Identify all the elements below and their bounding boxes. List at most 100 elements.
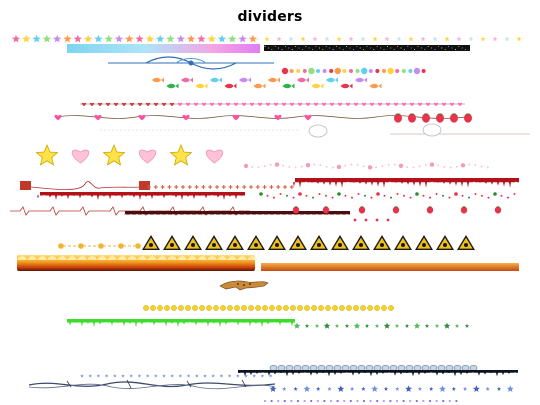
smiley-icon bbox=[185, 305, 191, 311]
heart-icon bbox=[369, 102, 375, 107]
star-icon bbox=[218, 34, 226, 43]
star-icon bbox=[135, 34, 144, 43]
smiley-icon bbox=[135, 243, 141, 249]
smiley-icon bbox=[255, 305, 261, 311]
heart-icon bbox=[281, 102, 287, 107]
heart-icon bbox=[209, 102, 215, 107]
heart-icon bbox=[217, 102, 223, 107]
fish-icon bbox=[326, 77, 338, 83]
star-icon bbox=[169, 143, 193, 166]
strawberry-icon bbox=[426, 206, 434, 214]
fish-icon bbox=[282, 83, 295, 89]
smiley-icon bbox=[388, 305, 394, 311]
smiley-icon bbox=[332, 305, 338, 311]
star-garland bbox=[12, 33, 260, 45]
smiley-icon bbox=[143, 305, 149, 311]
star-icon bbox=[166, 34, 175, 43]
smiley-icon bbox=[304, 305, 310, 311]
star-icon bbox=[228, 34, 237, 43]
heart-icon bbox=[304, 114, 312, 121]
blue-sparkle-row bbox=[78, 373, 278, 379]
smiley-chain bbox=[142, 304, 397, 312]
heart-icon bbox=[193, 102, 199, 107]
fire-icon bbox=[67, 255, 77, 260]
heart-chain bbox=[80, 100, 465, 108]
smiley-icon bbox=[58, 243, 64, 249]
fire-icon bbox=[197, 255, 207, 260]
heart-icon bbox=[361, 102, 367, 107]
smiley-icon bbox=[248, 305, 254, 311]
heart-icon bbox=[177, 102, 183, 107]
fish-icon bbox=[181, 77, 193, 83]
smiley-icon bbox=[381, 305, 387, 311]
star-icon bbox=[125, 34, 134, 43]
smiley-icon bbox=[78, 243, 84, 249]
fire-icon bbox=[247, 255, 257, 260]
small-red-dots bbox=[352, 217, 412, 223]
heart-icon bbox=[182, 114, 190, 121]
fire-icon bbox=[167, 255, 177, 260]
star-icon bbox=[35, 143, 59, 166]
star-icon bbox=[207, 34, 216, 43]
fish-icon bbox=[340, 83, 353, 89]
fire-icon bbox=[57, 255, 67, 260]
fire-icon bbox=[27, 255, 37, 260]
fire-icon bbox=[47, 255, 57, 260]
flame-bar bbox=[17, 255, 257, 271]
heart-icon bbox=[89, 102, 95, 107]
page-title: dividers bbox=[237, 9, 303, 25]
heart-icon bbox=[153, 102, 159, 107]
smiley-icon bbox=[150, 305, 156, 311]
fire-icon bbox=[217, 255, 227, 260]
smiley-icon bbox=[98, 243, 104, 249]
heart-icon bbox=[353, 102, 359, 107]
smiley-icon bbox=[374, 305, 380, 311]
blue-swirl-ornament bbox=[106, 55, 276, 70]
fish-icon bbox=[311, 83, 324, 89]
fish-icon bbox=[239, 77, 251, 83]
heart-icon bbox=[425, 102, 431, 107]
strawberry-icon bbox=[322, 206, 330, 214]
tiny-icons-row bbox=[281, 65, 432, 77]
strawberry-icon bbox=[292, 206, 300, 214]
heart-icon bbox=[393, 102, 399, 107]
heart-icon bbox=[385, 102, 391, 107]
star-icon bbox=[102, 143, 126, 166]
heart-icon bbox=[257, 102, 263, 107]
smiley-icon bbox=[262, 305, 268, 311]
strawberry-icon bbox=[460, 206, 468, 214]
heart-icon bbox=[185, 102, 191, 107]
heart-icon bbox=[232, 114, 240, 121]
smiley-icon bbox=[318, 305, 324, 311]
heart-icon bbox=[241, 102, 247, 107]
strawberry-icon bbox=[450, 113, 458, 123]
star-icon bbox=[42, 34, 51, 43]
smiley-icon bbox=[234, 305, 240, 311]
star-icon bbox=[187, 34, 196, 43]
fire-icon bbox=[97, 255, 107, 260]
strawberry-vine bbox=[46, 110, 492, 124]
fish-icon bbox=[268, 77, 280, 83]
telephone-icon bbox=[139, 181, 150, 190]
fish-icon bbox=[224, 83, 237, 89]
lace-bunny-divider bbox=[100, 123, 530, 138]
smiley-icon bbox=[346, 305, 352, 311]
smiley-icon bbox=[227, 305, 233, 311]
fire-icon bbox=[137, 255, 147, 260]
fire-texture-bar bbox=[261, 263, 519, 271]
smiley-icon bbox=[290, 305, 296, 311]
heart-icon bbox=[138, 149, 157, 164]
star-icon bbox=[238, 34, 247, 43]
blood-drip-bar bbox=[37, 192, 245, 202]
hazard-signs-row bbox=[142, 234, 482, 252]
heart-icon bbox=[145, 102, 151, 107]
heart-icon bbox=[313, 102, 319, 107]
star-icon bbox=[32, 34, 41, 43]
smiley-icon bbox=[171, 305, 177, 311]
blood-drip-bar bbox=[293, 178, 519, 190]
fire-icon bbox=[107, 255, 117, 260]
smiley-icon bbox=[269, 305, 275, 311]
strawberry-icon bbox=[394, 113, 402, 123]
heart-icon bbox=[297, 102, 303, 107]
heart-icon bbox=[169, 102, 175, 107]
